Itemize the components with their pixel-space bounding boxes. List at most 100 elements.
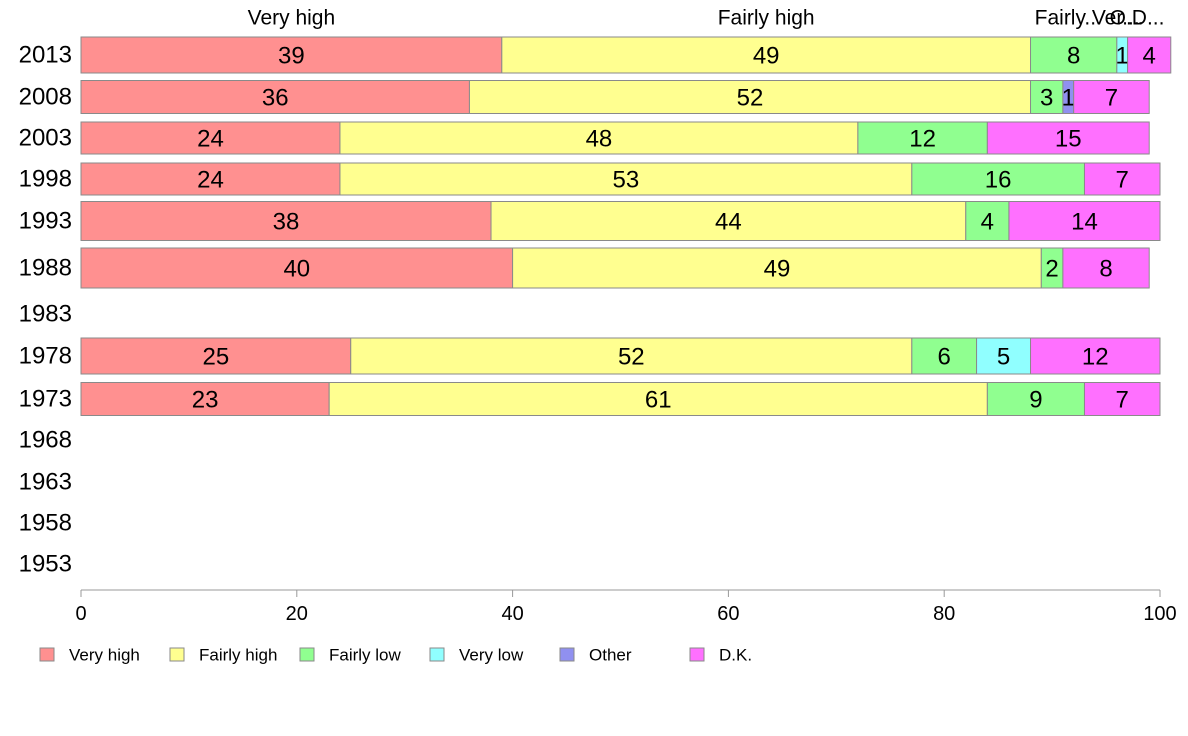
bar-segment bbox=[80, 201, 492, 241]
bar-value-label: 15 bbox=[1055, 126, 1082, 153]
legend-swatch bbox=[429, 647, 445, 662]
bar-segment bbox=[986, 382, 1085, 416]
legend-swatch bbox=[169, 647, 185, 662]
x-tick-label: 80 bbox=[933, 603, 955, 625]
bar-segment bbox=[1083, 162, 1161, 196]
legend-swatch bbox=[559, 647, 575, 662]
bar-value-label: 49 bbox=[764, 256, 791, 283]
year-label: 1953 bbox=[19, 551, 72, 578]
legend-label: Very low bbox=[459, 646, 524, 665]
bar-segment bbox=[80, 382, 330, 416]
year-label: 1983 bbox=[19, 301, 72, 328]
x-axis: 0 20 40 60 80 100 bbox=[75, 589, 1177, 625]
year-label: 1963 bbox=[19, 469, 72, 496]
bar-segment bbox=[80, 36, 503, 74]
top-label: Fairly high bbox=[718, 7, 815, 30]
bar-value-label: 7 bbox=[1105, 85, 1118, 112]
bar-segment bbox=[490, 201, 967, 241]
year-label: 2003 bbox=[19, 125, 72, 152]
bar-segment bbox=[80, 121, 341, 155]
bar-value-label: 24 bbox=[197, 167, 224, 194]
bar-value-label: 14 bbox=[1071, 209, 1098, 236]
bar-value-label: 36 bbox=[262, 85, 289, 112]
bar-segment bbox=[1127, 36, 1172, 74]
bar-value-label: 6 bbox=[938, 344, 951, 371]
top-label: O... bbox=[1110, 7, 1144, 30]
year-label: 1998 bbox=[19, 166, 72, 193]
legend-swatch bbox=[39, 647, 55, 662]
year-label: 1973 bbox=[19, 386, 72, 413]
bar-segment bbox=[501, 36, 1032, 74]
bar-segment bbox=[1030, 36, 1118, 74]
bar-value-label: 1 bbox=[1062, 85, 1075, 112]
legend-swatch bbox=[689, 647, 705, 662]
year-label: 1993 bbox=[19, 208, 72, 235]
bar-segment bbox=[1008, 201, 1161, 241]
bar-value-label: 49 bbox=[753, 43, 780, 70]
bar-value-label: 40 bbox=[283, 256, 310, 283]
year-label: 1958 bbox=[19, 510, 72, 537]
top-label: Ver... bbox=[1092, 7, 1140, 30]
bar-value-label: 1 bbox=[1116, 43, 1129, 70]
bar-value-label: 9 bbox=[1029, 387, 1042, 414]
bar-segment bbox=[80, 162, 341, 196]
top-label: Very high bbox=[248, 7, 336, 30]
bar-segment bbox=[1030, 337, 1161, 375]
bar-value-label: 8 bbox=[1099, 256, 1112, 283]
bar-value-label: 5 bbox=[997, 344, 1010, 371]
legend: Very high Fairly high Fairly low Very low Ot… bbox=[39, 646, 752, 665]
legend-swatch bbox=[299, 647, 315, 662]
bar-value-label: 52 bbox=[737, 85, 764, 112]
x-tick-label: 0 bbox=[75, 603, 86, 625]
bar-value-label: 7 bbox=[1116, 387, 1129, 414]
bar-segment bbox=[350, 337, 913, 375]
bar-value-label: 48 bbox=[586, 126, 613, 153]
bar-value-label: 52 bbox=[618, 344, 645, 371]
bar-segment bbox=[80, 80, 470, 114]
bar-value-label: 25 bbox=[203, 344, 230, 371]
bar-value-label: 61 bbox=[645, 387, 672, 414]
bar-value-label: 12 bbox=[1082, 344, 1109, 371]
bar-segment bbox=[80, 337, 352, 375]
bar-value-label: 4 bbox=[1143, 43, 1156, 70]
legend-label: Very high bbox=[69, 646, 140, 665]
bar-value-label: 39 bbox=[278, 43, 305, 70]
bar-value-label: 23 bbox=[192, 387, 219, 414]
x-tick-label: 60 bbox=[717, 603, 739, 625]
bar-segment bbox=[986, 121, 1150, 155]
bar-segment bbox=[512, 247, 1042, 289]
bar-segment bbox=[80, 247, 514, 289]
year-label: 2013 bbox=[19, 42, 72, 69]
bar-segment bbox=[965, 201, 1010, 241]
year-label: 1988 bbox=[19, 255, 72, 282]
legend-label: Fairly high bbox=[199, 646, 277, 665]
top-series-labels: Very high Fairly high Fairly...Ver...O...D… bbox=[248, 7, 1165, 30]
top-label: D... bbox=[1132, 7, 1165, 30]
bar-segment bbox=[1073, 80, 1150, 114]
year-label: 2008 bbox=[19, 84, 72, 111]
legend-label: Other bbox=[589, 646, 632, 665]
bar-segment bbox=[468, 80, 1032, 114]
bar-value-label: 44 bbox=[715, 209, 742, 236]
bar-segment bbox=[1062, 247, 1150, 289]
bar-value-label: 3 bbox=[1040, 85, 1053, 112]
bar-value-label: 38 bbox=[273, 209, 300, 236]
bar-value-label: 8 bbox=[1067, 43, 1080, 70]
bar-segment bbox=[339, 121, 859, 155]
x-tick-label: 20 bbox=[286, 603, 308, 625]
year-label: 1978 bbox=[19, 343, 72, 370]
bar-value-label: 24 bbox=[197, 126, 224, 153]
bar-value-label: 2 bbox=[1045, 256, 1058, 283]
bar-value-label: 4 bbox=[981, 209, 994, 236]
bar-segment bbox=[857, 121, 988, 155]
bar-value-label: 7 bbox=[1116, 167, 1129, 194]
bar-segment bbox=[1083, 382, 1161, 416]
top-label: Fairly... bbox=[1035, 7, 1102, 30]
x-tick-label: 40 bbox=[501, 603, 523, 625]
bar-segment bbox=[1030, 80, 1064, 114]
bar-segment bbox=[976, 337, 1032, 375]
x-tick-label: 100 bbox=[1143, 603, 1176, 625]
legend-label: Fairly low bbox=[329, 646, 402, 665]
